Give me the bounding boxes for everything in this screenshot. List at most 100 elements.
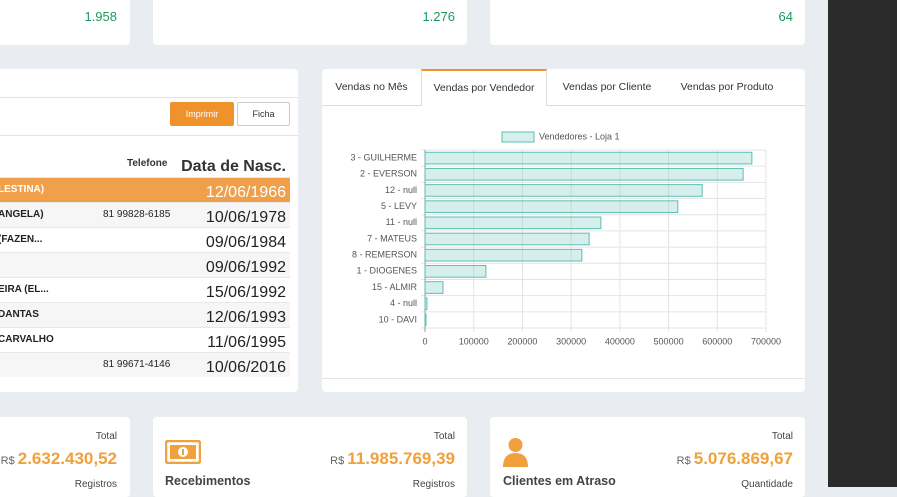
y-tick-label: 5 - LEVY: [381, 201, 417, 211]
bar: [424, 297, 428, 311]
y-tick-label: 4 - null: [390, 298, 417, 308]
y-tick-label: 1 - DIOGENES: [356, 266, 417, 276]
table-row: [0, 202, 290, 227]
table-row: [0, 302, 290, 327]
cell-date: 15/06/1992: [205, 284, 286, 301]
top-card: [0, 0, 130, 45]
bar: [424, 151, 753, 165]
table-row: [0, 327, 290, 352]
tab[interactable]: Vendas por Cliente: [562, 81, 652, 93]
currency: R$: [676, 455, 691, 467]
bar: [424, 216, 602, 230]
card-value: 64: [778, 9, 793, 24]
y-tick-label: 11 - null: [386, 217, 417, 227]
cell-name: (FAZEN...: [0, 234, 43, 245]
count-label: Quantidade: [741, 479, 793, 490]
bar: [424, 200, 679, 213]
table-row: [0, 277, 290, 302]
amount: 11.985.769,39: [347, 449, 455, 468]
tab-line: [322, 105, 805, 106]
tab[interactable]: Vendas por Vendedor: [421, 69, 547, 106]
total-label: Total: [433, 431, 455, 442]
amount-row: R$ 5.076.869,67: [677, 449, 793, 469]
amount: 2.632.430,52: [17, 449, 117, 468]
currency: R$: [0, 455, 15, 467]
y-tick-label: 15 - ALMIR: [372, 282, 418, 292]
cell-date: 09/06/1992: [205, 259, 286, 276]
total-label: Total: [771, 431, 793, 442]
count-label: Registros: [74, 479, 117, 490]
sheet-button[interactable]: Ficha: [237, 102, 290, 126]
amount: 5.076.869,67: [693, 449, 793, 468]
x-tick-label: 100000: [459, 336, 489, 346]
cell-date: 11/06/1995: [207, 334, 286, 351]
y-tick-label: 2 - EVERSON: [360, 169, 417, 179]
card-value: 1.958: [84, 9, 117, 24]
cell-name: DANTAS: [0, 309, 39, 320]
y-tick-label: 7 - MATEUS: [367, 233, 417, 243]
total-label: Total: [95, 431, 117, 442]
table-row: [0, 227, 290, 252]
chart: Vendedores - Loja 1 0 100000 200000 300000 40…: [350, 131, 781, 346]
cell-date: 09/06/1984: [205, 234, 286, 251]
cell-date: 12/06/1993: [205, 309, 286, 326]
x-tick-label: 300000: [556, 336, 586, 346]
header-phone: Telefone: [127, 158, 168, 169]
x-tick-label: 0: [422, 336, 427, 346]
cell-date: 12/06/1966: [205, 184, 286, 201]
y-tick-label: 12 - null: [385, 185, 417, 195]
cell-name: EIRA (EL...: [0, 284, 49, 295]
divider: [322, 378, 805, 379]
side-strip: [828, 0, 897, 487]
y-tick-label: 3 - GUILHERME: [350, 152, 417, 162]
top-card: [153, 0, 467, 45]
count-label: Registros: [412, 479, 455, 490]
cell-name: ANGELA): [0, 209, 44, 220]
user-icon: [503, 438, 528, 467]
bottom-card: [490, 417, 805, 497]
bottom-card: [0, 417, 130, 497]
bar: [424, 184, 703, 197]
bar: [424, 281, 444, 294]
bar: [424, 232, 590, 246]
x-tick-label: 500000: [654, 336, 684, 346]
top-card: [490, 0, 805, 45]
cell-name: LESTINA): [0, 184, 45, 195]
tab[interactable]: Vendas por Produto: [680, 81, 774, 93]
legend-swatch: [501, 131, 535, 143]
card-title: Recebimentos: [165, 474, 251, 488]
legend-label: Vendedores - Loja 1: [539, 131, 620, 141]
table-row: [0, 352, 290, 377]
x-tick-label: 400000: [605, 336, 635, 346]
x-tick-label: 200000: [507, 336, 537, 346]
amount-row: R$ 2.632.430,52: [1, 449, 117, 469]
bar: [424, 167, 744, 181]
divider: [0, 97, 298, 98]
bar: [424, 313, 427, 327]
sheet-label: Ficha: [252, 109, 275, 119]
bar: [424, 265, 487, 278]
card-title: Clientes em Atraso: [503, 474, 616, 488]
cell-date: 10/06/2016: [205, 359, 286, 376]
divider: [0, 135, 298, 136]
card-label: Vendas: [422, 0, 455, 3]
card-value: 1.276: [422, 9, 455, 24]
table-row: [0, 177, 290, 202]
bottom-card: [153, 417, 467, 497]
print-button[interactable]: Imprimir: [170, 102, 234, 126]
header-date: Data de Nasc.: [181, 158, 286, 175]
cell-name: CARVALHO: [0, 334, 54, 345]
cell-phone: 81 99828-6185: [103, 209, 171, 220]
card-label: Movimentos: [739, 0, 793, 3]
cell-phone: 81 99671-4146: [103, 359, 171, 370]
x-tick-label: 700000: [751, 336, 781, 346]
bar: [424, 248, 583, 262]
x-tick-label: 600000: [702, 336, 732, 346]
y-tick-label: 10 - DAVI: [379, 314, 417, 324]
tab[interactable]: Vendas no Mês: [335, 81, 408, 93]
money-icon: [165, 440, 201, 464]
y-tick-label: 8 - REMERSON: [352, 250, 417, 260]
card-label: Movimentos: [63, 0, 117, 3]
cell-date: 10/06/1978: [205, 209, 286, 226]
